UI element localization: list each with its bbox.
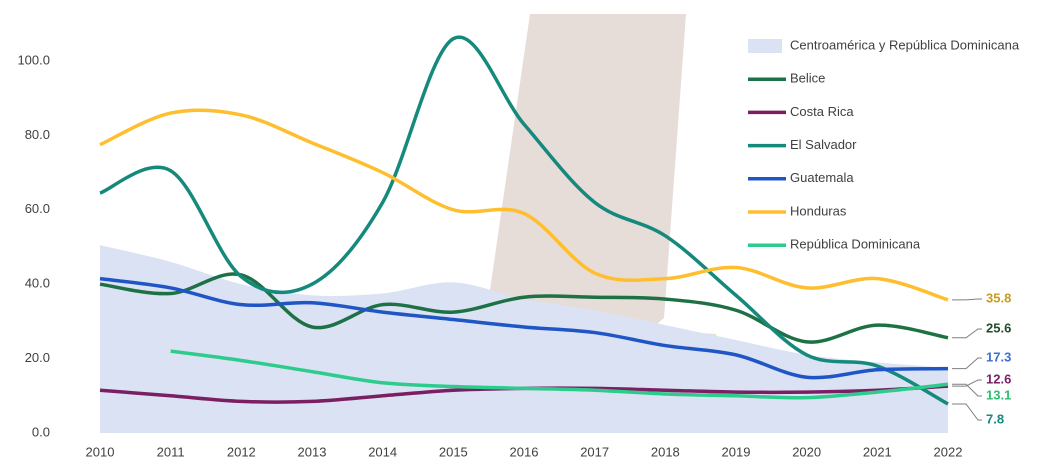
y-tick-label: 80.0 [25, 127, 50, 142]
leader-line [952, 404, 982, 420]
x-tick-label: 2011 [157, 444, 185, 459]
y-tick-label: 100.0 [17, 52, 50, 67]
x-tick-label: 2016 [510, 444, 539, 459]
y-tick-label: 60.0 [25, 201, 50, 216]
legend-label: Guatemala [790, 170, 854, 185]
x-tick-label: 2010 [86, 444, 115, 459]
x-tick-label: 2018 [651, 444, 680, 459]
value-label: 25.6 [986, 320, 1011, 335]
x-tick-label: 2014 [368, 444, 397, 459]
x-tick-label: 2019 [722, 444, 751, 459]
legend-label: Honduras [790, 203, 847, 218]
y-tick-label: 0.0 [32, 424, 50, 439]
legend-label: El Salvador [790, 137, 857, 152]
legend-label: Costa Rica [790, 104, 854, 119]
x-tick-label: 2015 [439, 444, 468, 459]
legend-label: República Dominicana [790, 237, 921, 252]
chart: 0.0 20.0 40.0 60.0 80.0 100.0 2010 2011 2012 2013… [0, 0, 1061, 461]
value-label: 17.3 [986, 349, 1011, 364]
leader-line [952, 329, 982, 338]
value-label: 12.6 [986, 371, 1011, 386]
x-tick-label: 2020 [792, 444, 821, 459]
x-tick-label: 2021 [863, 444, 892, 459]
value-label: 35.8 [986, 290, 1011, 305]
x-tick-label: 2017 [580, 444, 609, 459]
value-label: 13.1 [986, 387, 1011, 402]
page: {"chart_data":{"type":"line", "categorie… [0, 0, 1061, 466]
x-tick-label: 2012 [227, 444, 256, 459]
x-tick-label: 2022 [934, 444, 963, 459]
legend-swatch [748, 39, 782, 53]
leader-line [952, 358, 982, 369]
x-tick-label: 2013 [298, 444, 327, 459]
value-label: 7.8 [986, 411, 1004, 426]
legend-label: Belice [790, 71, 825, 86]
legend-label: Centroamérica y República Dominicana [790, 37, 1020, 52]
y-tick-label: 20.0 [25, 350, 50, 365]
leader-line [952, 299, 982, 300]
y-tick-label: 40.0 [25, 276, 50, 291]
